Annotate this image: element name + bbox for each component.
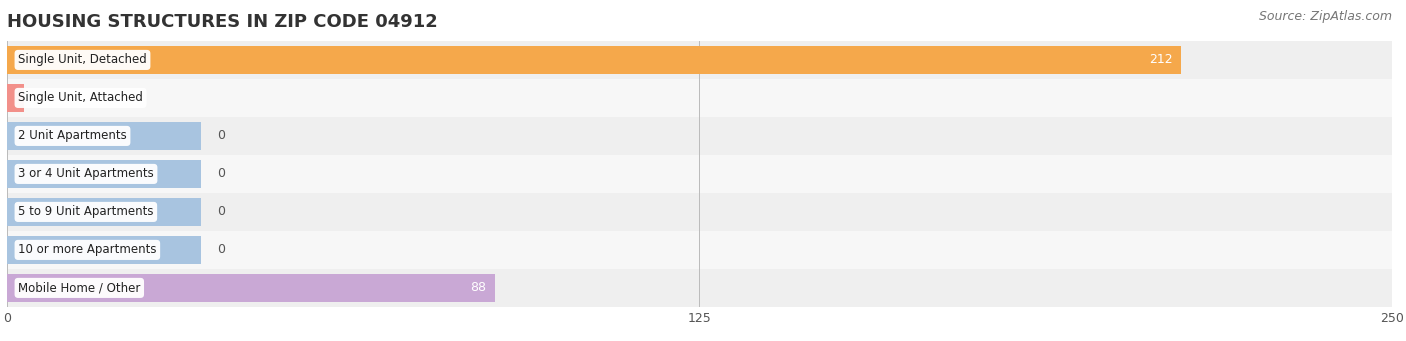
- Bar: [7, 269, 1392, 307]
- Bar: [7, 231, 1392, 269]
- Text: 0: 0: [218, 130, 225, 143]
- Text: 0: 0: [218, 167, 225, 180]
- Text: 2 Unit Apartments: 2 Unit Apartments: [18, 130, 127, 143]
- Bar: [7, 155, 1392, 193]
- Text: 88: 88: [470, 281, 486, 294]
- Bar: [7, 236, 201, 264]
- Bar: [7, 122, 201, 150]
- Text: 3: 3: [41, 91, 48, 104]
- Text: 0: 0: [218, 243, 225, 256]
- Text: Single Unit, Detached: Single Unit, Detached: [18, 54, 146, 66]
- Bar: [7, 193, 1392, 231]
- Bar: [7, 79, 1392, 117]
- Text: Mobile Home / Other: Mobile Home / Other: [18, 281, 141, 294]
- Text: 3 or 4 Unit Apartments: 3 or 4 Unit Apartments: [18, 167, 153, 180]
- Bar: [7, 160, 201, 188]
- Bar: [7, 198, 201, 226]
- Text: Single Unit, Attached: Single Unit, Attached: [18, 91, 143, 104]
- Bar: [7, 117, 1392, 155]
- Text: 212: 212: [1150, 54, 1173, 66]
- Text: 0: 0: [218, 205, 225, 218]
- Bar: [7, 84, 24, 112]
- Text: HOUSING STRUCTURES IN ZIP CODE 04912: HOUSING STRUCTURES IN ZIP CODE 04912: [7, 13, 437, 31]
- Bar: [7, 274, 495, 301]
- Text: Source: ZipAtlas.com: Source: ZipAtlas.com: [1258, 10, 1392, 23]
- Bar: [7, 46, 1181, 74]
- Text: 10 or more Apartments: 10 or more Apartments: [18, 243, 156, 256]
- Text: 5 to 9 Unit Apartments: 5 to 9 Unit Apartments: [18, 205, 153, 218]
- Bar: [7, 41, 1392, 79]
